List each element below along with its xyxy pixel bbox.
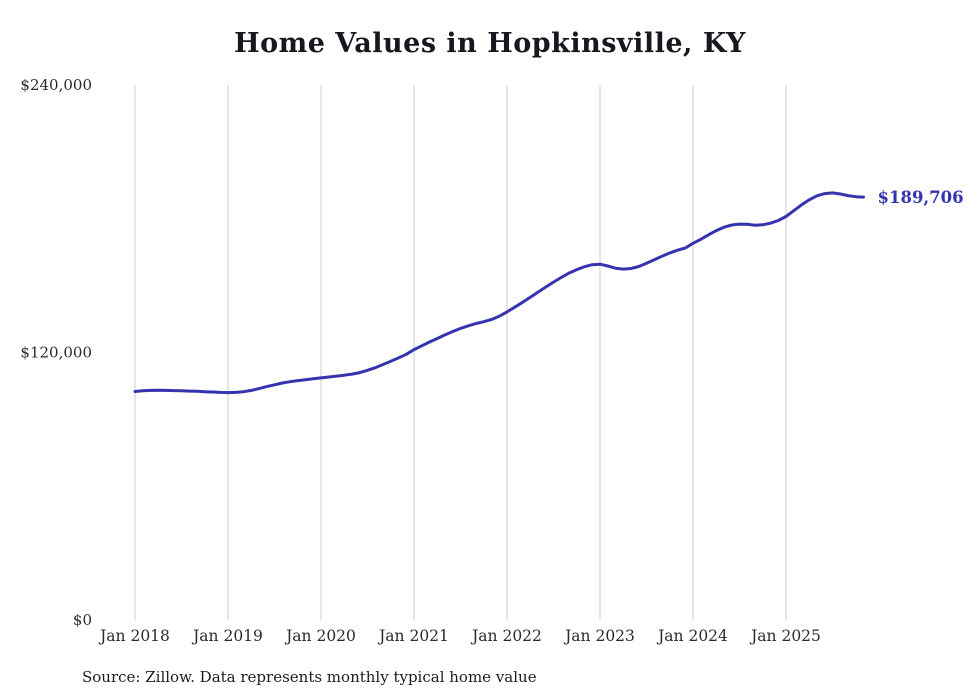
x-axis-labels: Jan 2018 Jan 2019 Jan 2020 Jan 2021 Jan 2022… bbox=[98, 627, 821, 645]
x-tick-label: Jan 2019 bbox=[191, 627, 263, 645]
source-note: Source: Zillow. Data represents monthly … bbox=[82, 668, 537, 686]
x-tick-label: Jan 2021 bbox=[377, 627, 449, 645]
x-tick-label: Jan 2025 bbox=[749, 627, 821, 645]
x-tick-label: Jan 2023 bbox=[563, 627, 635, 645]
x-tick-label: Jan 2022 bbox=[470, 627, 542, 645]
y-tick-label: $0 bbox=[73, 611, 92, 629]
y-tick-label: $240,000 bbox=[20, 76, 92, 94]
home-value-line bbox=[133, 191, 865, 395]
y-axis-labels: $0 $120,000 $240,000 bbox=[20, 76, 92, 629]
x-tick-label: Jan 2020 bbox=[284, 627, 356, 645]
end-value-label: $189,706 bbox=[878, 188, 964, 207]
x-tick-label: Jan 2018 bbox=[98, 627, 170, 645]
gridline-group bbox=[134, 85, 787, 620]
chart-title: Home Values in Hopkinsville, KY bbox=[234, 28, 746, 59]
x-tick-label: Jan 2024 bbox=[656, 627, 728, 645]
y-tick-label: $120,000 bbox=[20, 344, 92, 362]
